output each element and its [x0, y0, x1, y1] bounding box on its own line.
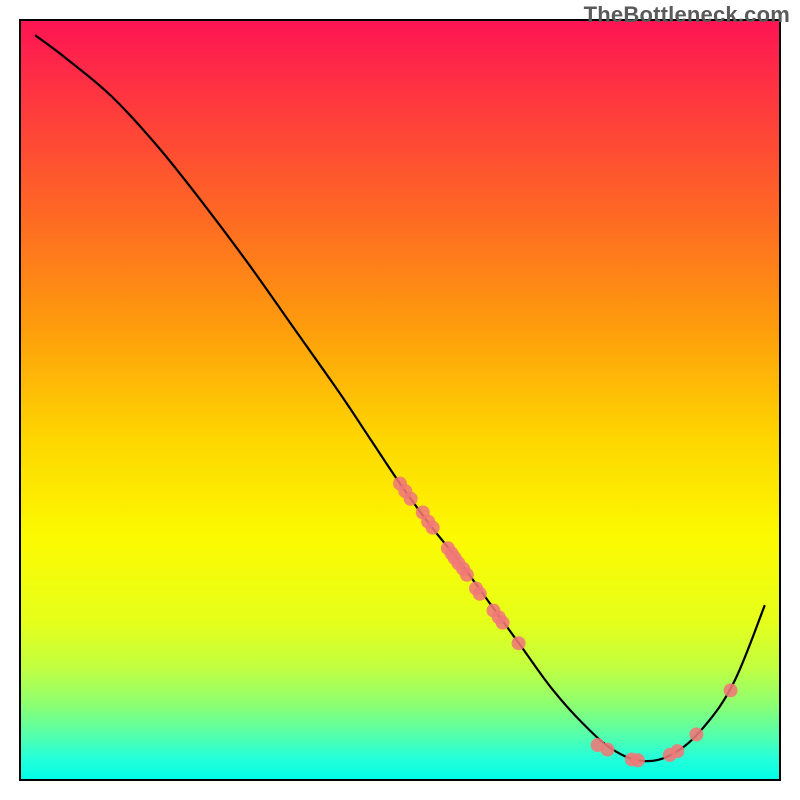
- data-marker: [460, 568, 474, 582]
- data-marker: [426, 521, 440, 535]
- data-marker: [724, 683, 738, 697]
- data-marker: [473, 587, 487, 601]
- data-marker: [689, 727, 703, 741]
- data-marker: [631, 753, 645, 767]
- data-marker: [600, 743, 614, 757]
- watermark-text: TheBottleneck.com: [584, 2, 790, 28]
- chart-container: TheBottleneck.com: [0, 0, 800, 800]
- data-marker: [404, 492, 418, 506]
- bottleneck-curve-chart: [0, 0, 800, 800]
- data-marker: [512, 636, 526, 650]
- data-marker: [496, 616, 510, 630]
- plot-background: [20, 20, 780, 780]
- data-marker: [670, 744, 684, 758]
